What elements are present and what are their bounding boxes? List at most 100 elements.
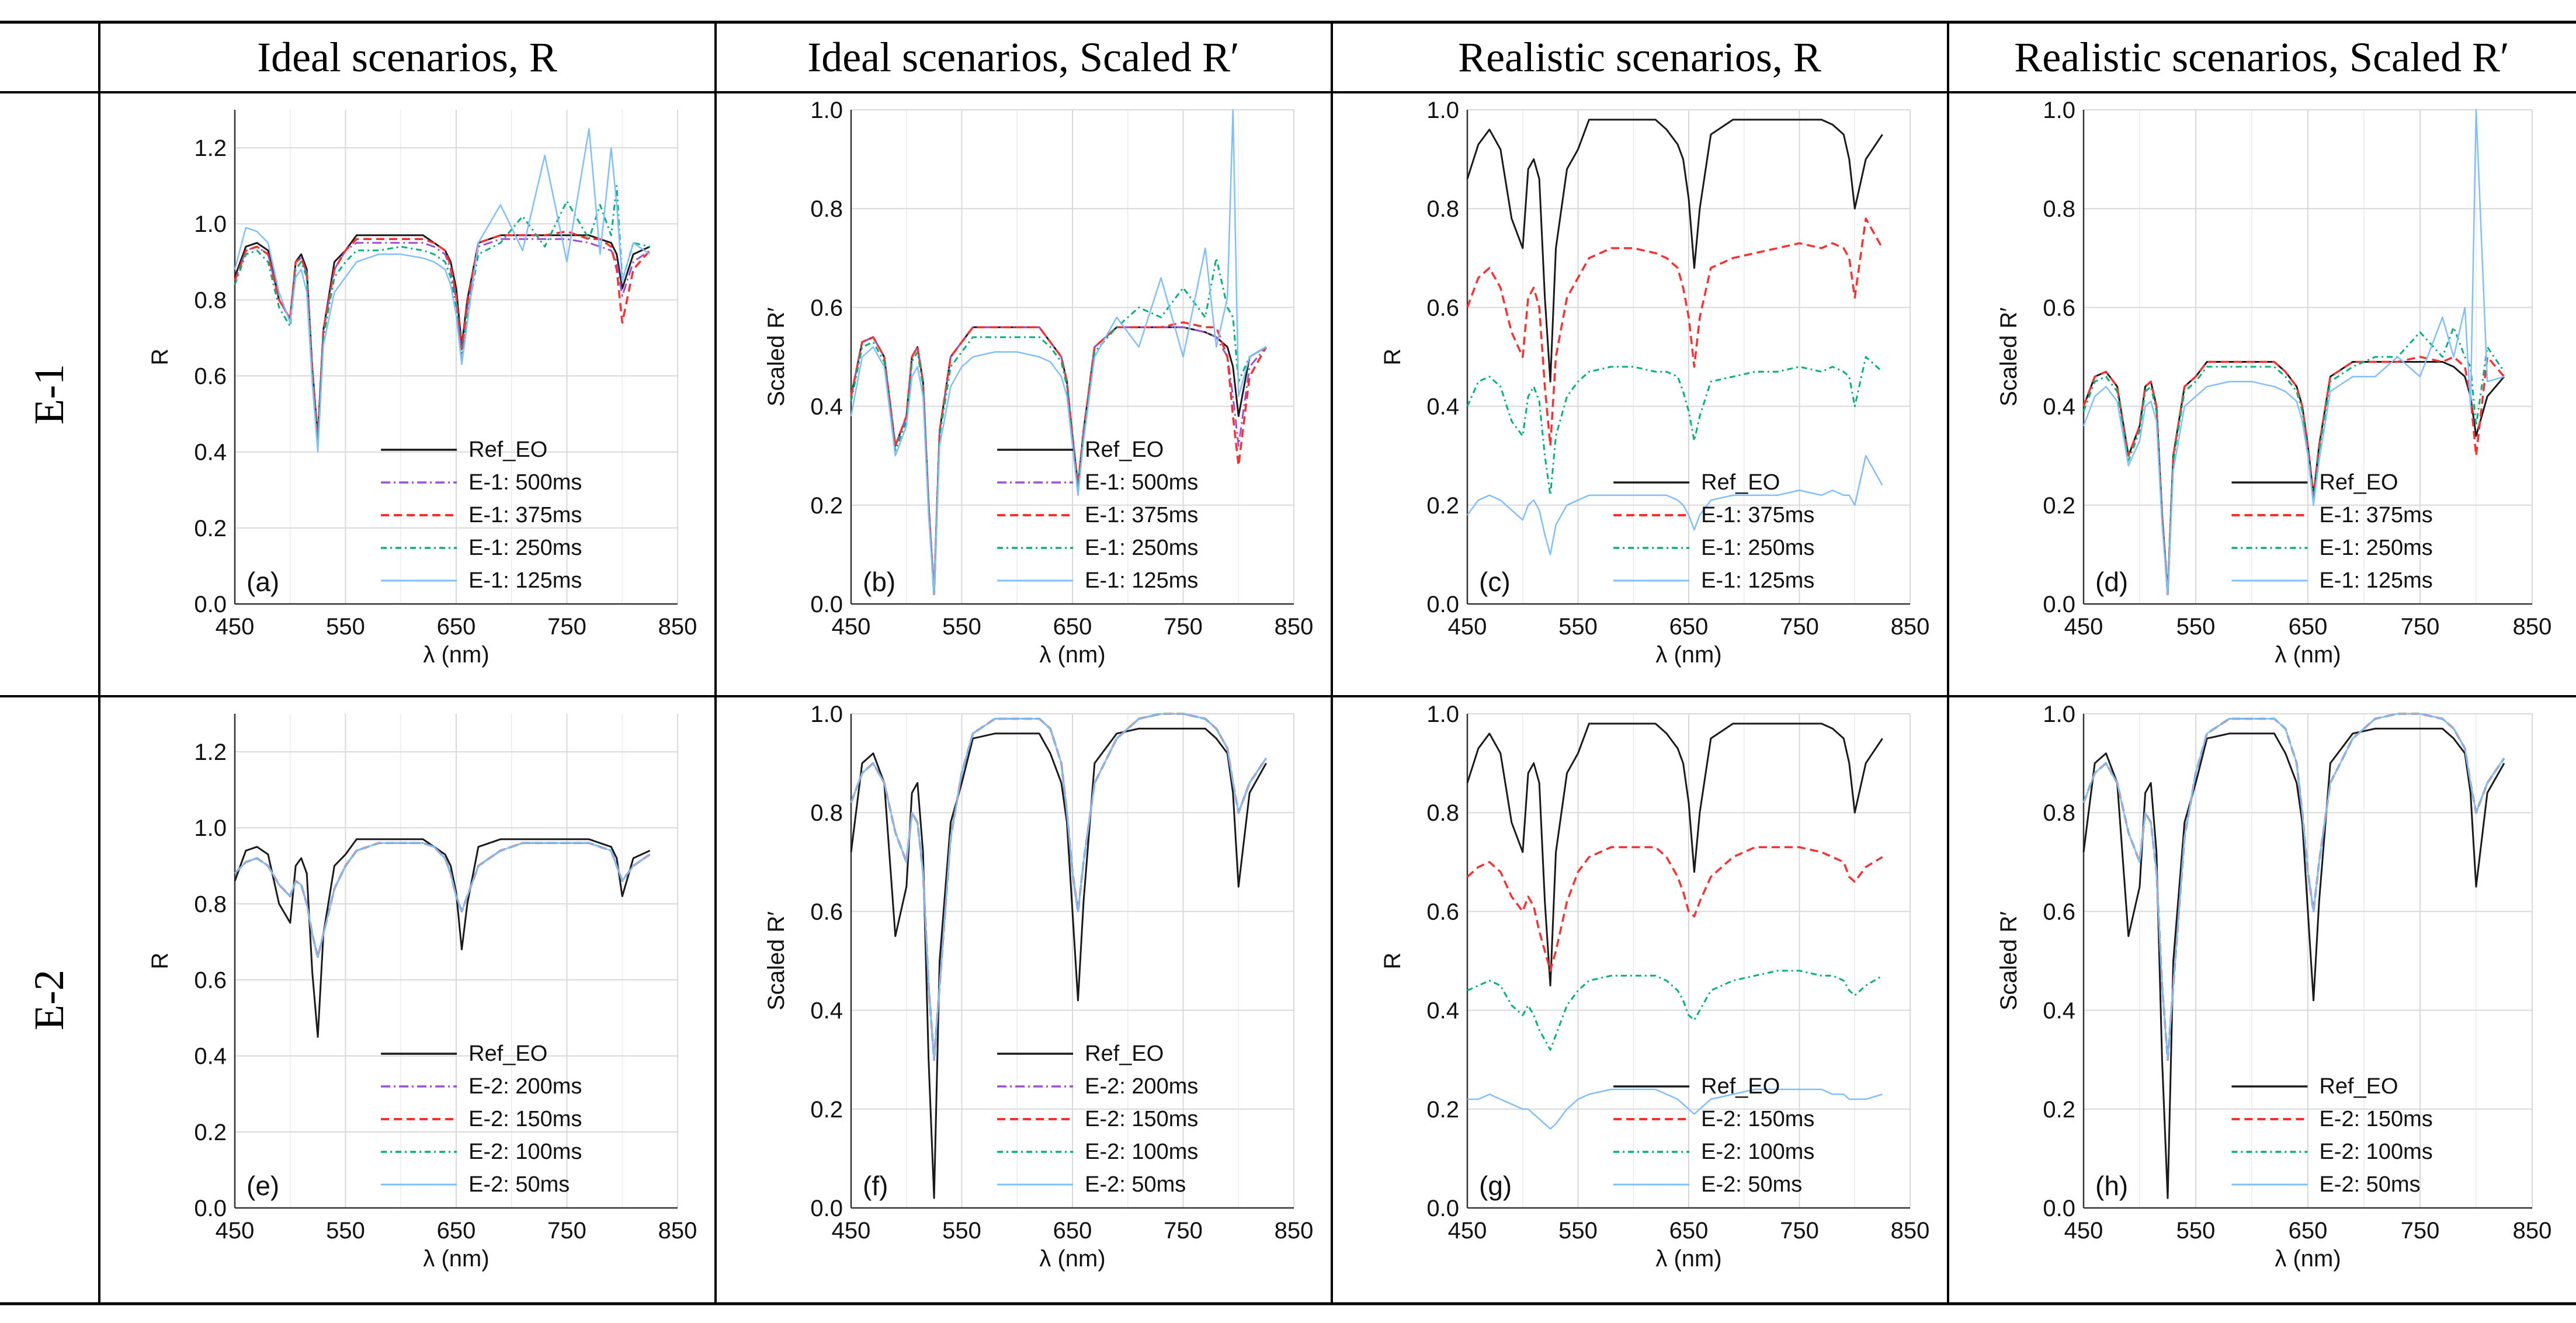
y-tick-label: 0.4 bbox=[2043, 394, 2075, 420]
x-tick-label: 850 bbox=[658, 614, 697, 640]
y-tick-label: 1.2 bbox=[194, 136, 227, 161]
y-tick-label: 0.0 bbox=[194, 1196, 227, 1221]
panel-label: (a) bbox=[247, 567, 279, 597]
series-line bbox=[235, 235, 650, 437]
legend-label: Ref_EO bbox=[1085, 1041, 1164, 1066]
x-axis-label: λ (nm) bbox=[1655, 1246, 1721, 1272]
legend-label: E-1: 375ms bbox=[1701, 503, 1814, 527]
legend-label: E-2: 50ms bbox=[2319, 1172, 2420, 1197]
series-line bbox=[2084, 110, 2504, 594]
legend-label: Ref_EO bbox=[468, 1041, 547, 1066]
panel-label: (c) bbox=[1479, 567, 1511, 597]
y-tick-label: 0.8 bbox=[2043, 196, 2075, 222]
y-tick-label: 0.8 bbox=[194, 287, 227, 313]
x-tick-label: 650 bbox=[437, 1218, 476, 1244]
legend-label: E-2: 50ms bbox=[1085, 1172, 1186, 1197]
y-axis-label: Scaled R′ bbox=[763, 911, 789, 1011]
legend-label: E-1: 250ms bbox=[468, 536, 582, 560]
row-header-e1: E-1 bbox=[26, 364, 72, 425]
series-line bbox=[1467, 724, 1883, 985]
y-tick-label: 1.0 bbox=[2043, 98, 2075, 123]
series-line bbox=[235, 231, 650, 440]
x-tick-label: 450 bbox=[832, 1218, 871, 1244]
y-tick-label: 0.4 bbox=[810, 998, 843, 1024]
series-line bbox=[2084, 357, 2504, 594]
legend-label: E-1: 125ms bbox=[2319, 568, 2432, 593]
y-tick-label: 0.8 bbox=[1426, 800, 1459, 826]
x-tick-label: 850 bbox=[1275, 614, 1314, 640]
chart-panel-d: 4505506507508500.00.20.40.60.81.0λ (nm)S… bbox=[1996, 98, 2551, 668]
series-line bbox=[851, 714, 1266, 1060]
x-tick-label: 750 bbox=[547, 1218, 586, 1244]
x-tick-label: 650 bbox=[2289, 614, 2328, 640]
legend-label: E-2: 200ms bbox=[468, 1074, 582, 1099]
x-tick-label: 650 bbox=[1669, 614, 1709, 640]
x-tick-label: 450 bbox=[216, 614, 255, 640]
legend-label: E-1: 250ms bbox=[1085, 536, 1198, 560]
y-tick-label: 1.0 bbox=[1426, 702, 1459, 727]
x-tick-label: 450 bbox=[216, 1218, 255, 1244]
x-axis-label: λ (nm) bbox=[1655, 642, 1721, 668]
series-line bbox=[1467, 357, 1883, 495]
y-tick-label: 0.2 bbox=[810, 1097, 843, 1123]
y-tick-label: 0.2 bbox=[1426, 1097, 1459, 1123]
chart-panel-c: 4505506507508500.00.20.40.60.81.0λ (nm)R… bbox=[1380, 98, 1929, 668]
x-tick-label: 550 bbox=[326, 1218, 365, 1244]
series-line bbox=[235, 843, 650, 957]
series-line bbox=[2084, 327, 2504, 594]
y-tick-label: 0.6 bbox=[810, 295, 843, 321]
panel-label: (e) bbox=[247, 1171, 279, 1201]
chart-panel-h: 4505506507508500.00.20.40.60.81.0λ (nm)S… bbox=[1996, 702, 2551, 1272]
y-axis-label: R bbox=[147, 953, 173, 970]
series-line bbox=[851, 714, 1266, 1060]
column-header-realistic-scaled: Realistic scenarios, Scaled R′ bbox=[2014, 34, 2509, 81]
series-line bbox=[235, 839, 650, 1037]
x-tick-label: 650 bbox=[437, 614, 476, 640]
x-tick-label: 450 bbox=[1448, 1218, 1487, 1244]
legend-label: Ref_EO bbox=[1701, 1074, 1780, 1099]
y-axis-label: Scaled R′ bbox=[1996, 911, 2022, 1011]
series-line bbox=[2084, 714, 2504, 1060]
y-tick-label: 0.0 bbox=[2043, 592, 2075, 617]
y-tick-label: 0.0 bbox=[1426, 1196, 1459, 1221]
x-tick-label: 550 bbox=[326, 614, 365, 640]
y-tick-label: 0.0 bbox=[1426, 592, 1459, 617]
series-line bbox=[851, 728, 1266, 1198]
y-tick-label: 0.4 bbox=[1426, 394, 1459, 420]
x-tick-label: 550 bbox=[942, 614, 981, 640]
y-tick-label: 0.0 bbox=[2043, 1196, 2075, 1221]
table-lines bbox=[0, 22, 2576, 1304]
x-tick-label: 750 bbox=[1780, 1218, 1819, 1244]
x-axis-label: λ (nm) bbox=[2275, 642, 2341, 668]
legend-label: E-2: 150ms bbox=[2319, 1107, 2432, 1131]
column-header-ideal-scaled: Ideal scenarios, Scaled R′ bbox=[807, 34, 1239, 81]
y-tick-label: 1.0 bbox=[2043, 702, 2075, 727]
x-tick-label: 850 bbox=[2513, 614, 2552, 640]
y-tick-label: 0.4 bbox=[194, 1044, 227, 1069]
y-tick-label: 1.0 bbox=[1426, 98, 1459, 123]
y-tick-label: 0.6 bbox=[1426, 295, 1459, 321]
chart-panel-b: 4505506507508500.00.20.40.60.81.0λ (nm)S… bbox=[763, 98, 1313, 668]
panel-label: (d) bbox=[2095, 567, 2128, 597]
y-tick-label: 0.2 bbox=[1426, 493, 1459, 519]
panel-label: (h) bbox=[2095, 1171, 2128, 1201]
y-tick-label: 0.2 bbox=[194, 1120, 227, 1145]
y-axis-label: R bbox=[147, 349, 173, 366]
legend-label: E-2: 100ms bbox=[1701, 1140, 1814, 1164]
x-axis-label: λ (nm) bbox=[1039, 642, 1105, 668]
legend-label: E-1: 125ms bbox=[1085, 568, 1198, 593]
legend-label: E-2: 50ms bbox=[1701, 1172, 1802, 1197]
x-tick-label: 550 bbox=[2176, 1218, 2216, 1244]
legend-label: E-1: 375ms bbox=[468, 503, 582, 527]
legend-label: E-2: 50ms bbox=[468, 1172, 570, 1197]
legend-label: Ref_EO bbox=[468, 437, 547, 462]
series-line bbox=[851, 258, 1266, 594]
legend-label: E-2: 100ms bbox=[468, 1140, 582, 1164]
legend-label: Ref_EO bbox=[2319, 470, 2398, 495]
legend-label: Ref_EO bbox=[1701, 470, 1780, 495]
y-tick-label: 0.0 bbox=[810, 592, 843, 617]
x-tick-label: 650 bbox=[1053, 614, 1092, 640]
series-line bbox=[2084, 714, 2504, 1060]
y-tick-label: 0.0 bbox=[194, 592, 227, 617]
x-tick-label: 850 bbox=[1891, 614, 1930, 640]
